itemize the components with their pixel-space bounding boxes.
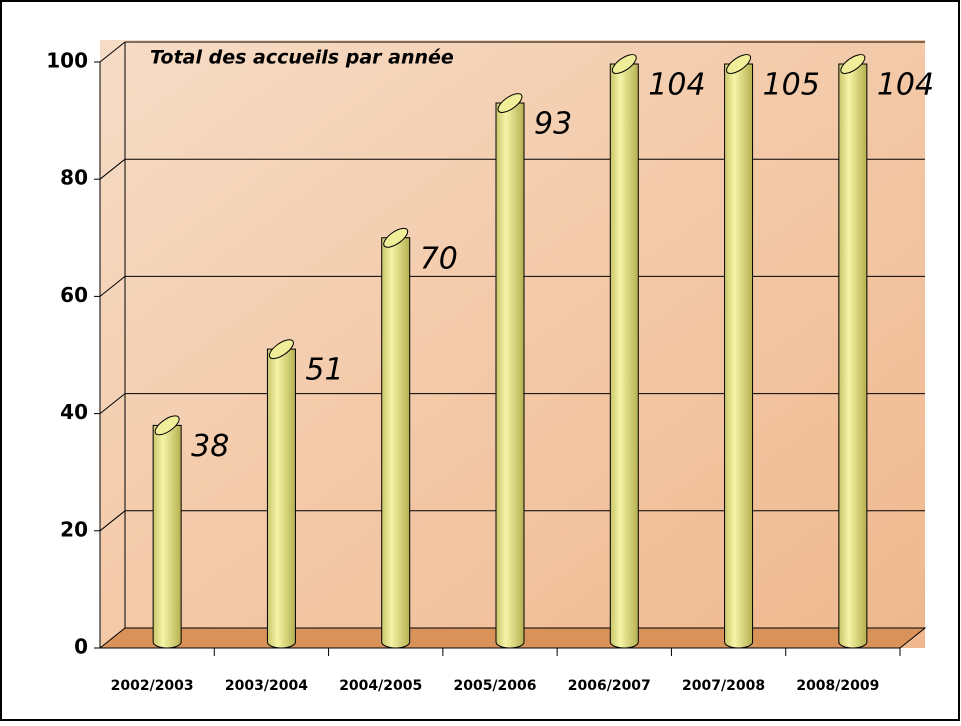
x-tick-label: 2003/2004 (225, 678, 308, 694)
x-tick-label: 2002/2003 (111, 678, 194, 694)
bar-part (268, 339, 294, 360)
x-tick-label: 2007/2008 (682, 678, 765, 694)
y-tick-label: 100 (46, 49, 88, 73)
value-label: 104 (877, 68, 934, 103)
x-tick-label: 2005/2006 (453, 678, 536, 694)
bar-part (609, 63, 639, 649)
value-label: 70 (420, 241, 458, 276)
value-label: 105 (763, 68, 820, 103)
bar-part (266, 348, 296, 649)
bar-part (154, 415, 180, 436)
bar-part (840, 54, 866, 74)
bar (724, 54, 754, 649)
chart-title: Total des accueils par année (150, 47, 454, 69)
x-tick-label: 2004/2005 (339, 678, 422, 694)
x-tick-label: 2008/2009 (796, 678, 879, 694)
bar (838, 54, 868, 649)
y-tick-label: 0 (74, 635, 88, 659)
x-tick-label: 2006/2007 (568, 678, 651, 694)
bar-part (383, 227, 409, 248)
value-label: 51 (305, 353, 343, 388)
bar-part (495, 102, 525, 649)
bar (152, 415, 182, 649)
grid-side (99, 393, 126, 414)
bar-part (381, 237, 411, 649)
grid-side (99, 276, 126, 297)
grid-side (99, 158, 126, 180)
y-tick-label: 60 (60, 283, 88, 307)
grid-side (99, 41, 126, 63)
bar (609, 54, 639, 649)
value-label: 93 (534, 107, 572, 142)
bar (381, 227, 411, 649)
bar-part (726, 54, 752, 74)
value-label: 104 (648, 68, 705, 103)
bar (495, 93, 525, 649)
bar-part (497, 93, 523, 113)
bar (266, 339, 296, 649)
grid-side (99, 510, 126, 532)
bar-part (724, 63, 754, 649)
y-tick-label: 80 (60, 166, 88, 190)
bar-part (152, 424, 182, 649)
bar-part (838, 63, 868, 649)
y-tick-label: 40 (60, 400, 88, 424)
bar-part (611, 54, 637, 74)
y-tick-label: 20 (60, 517, 88, 541)
value-label: 38 (191, 429, 229, 464)
